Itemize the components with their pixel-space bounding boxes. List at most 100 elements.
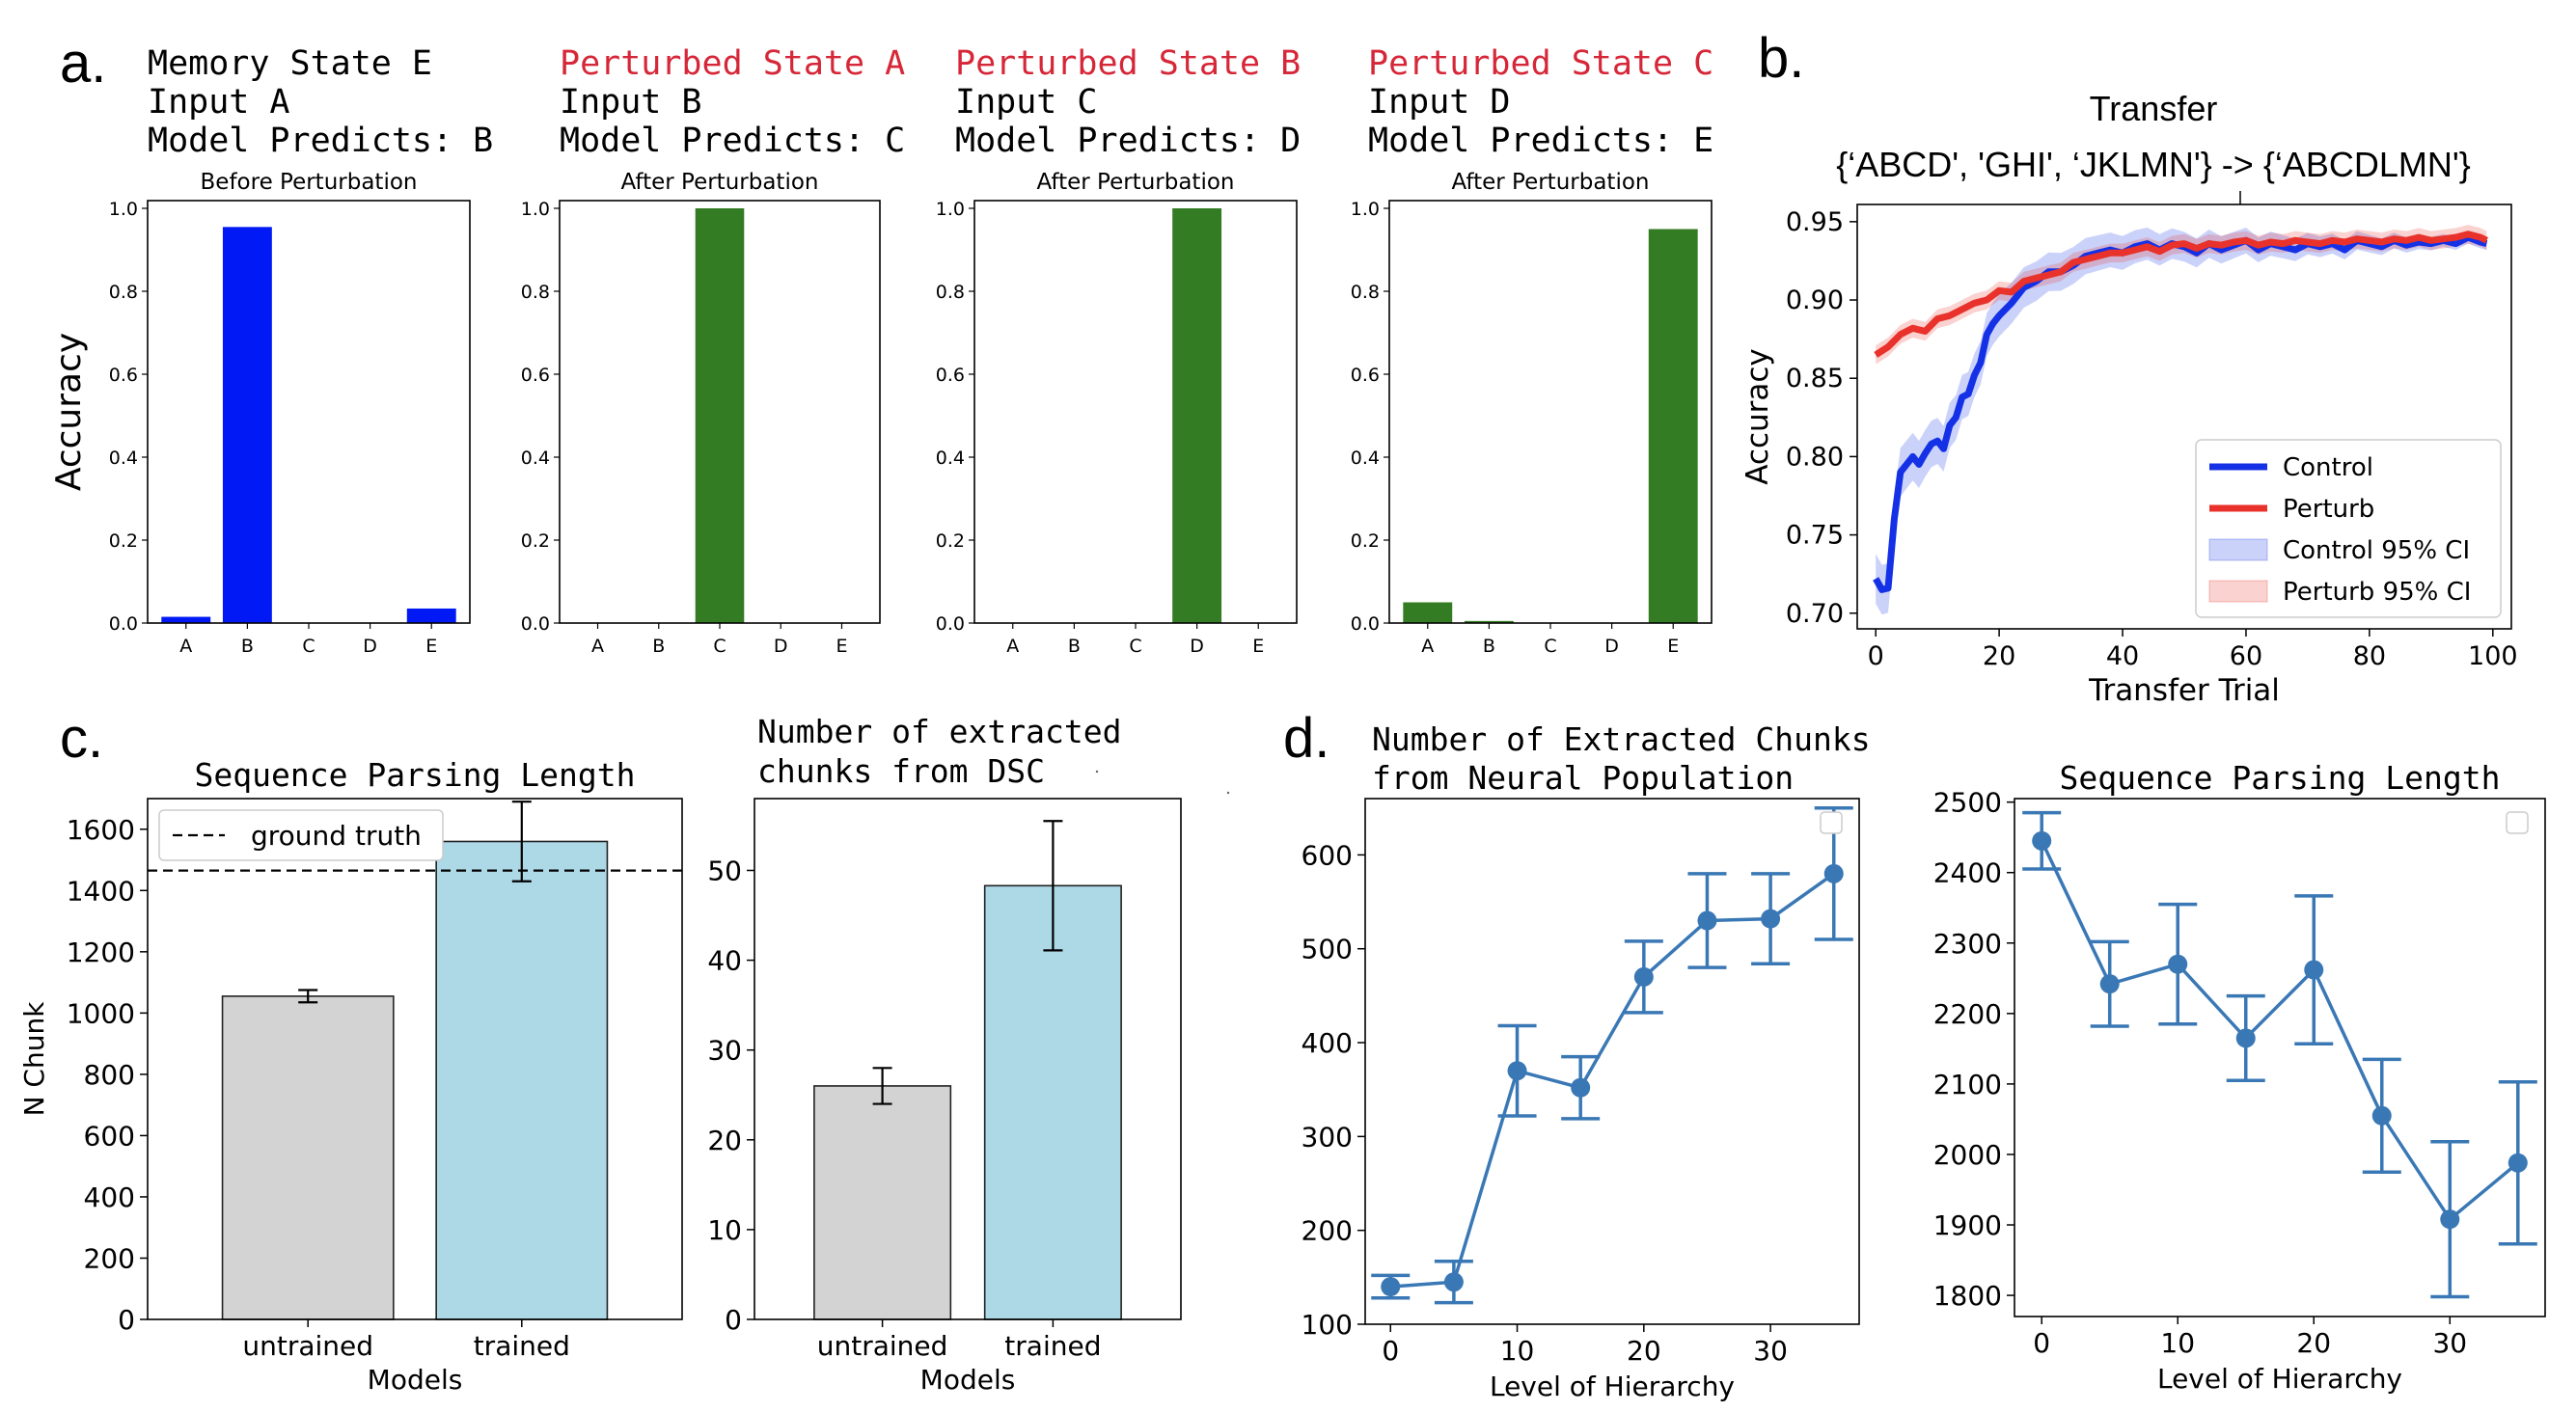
x-tick-label: D xyxy=(1190,636,1204,657)
header-line3: Model Predicts: C xyxy=(560,122,905,160)
y-tick-label: 800 xyxy=(84,1059,135,1091)
x-tick-label: E xyxy=(836,636,847,657)
y-tick-label: 1200 xyxy=(67,937,135,968)
header-line1: Perturbed State C xyxy=(1368,44,1713,83)
x-tick-label: 20 xyxy=(1983,641,2015,671)
axes-frame xyxy=(1856,204,2512,630)
y-tick-label: 1600 xyxy=(67,814,135,846)
bar-B xyxy=(222,227,272,623)
y-tick-label: 0.0 xyxy=(521,613,550,635)
x-tick-label: 20 xyxy=(1627,1335,1661,1367)
x-tick-label: B xyxy=(652,636,665,657)
y-tick-label: 0.2 xyxy=(936,530,965,552)
x-tick-label: D xyxy=(363,636,377,657)
data-point xyxy=(2371,1105,2392,1126)
x-tick-label: A xyxy=(1421,636,1434,657)
y-tick-label: 0.6 xyxy=(521,365,550,386)
y-tick-label: 2500 xyxy=(1933,787,2002,819)
y-tick-label: 0.6 xyxy=(936,365,965,386)
x-axis-label: Transfer Trial xyxy=(2088,673,2280,708)
data-point xyxy=(2099,974,2120,994)
data-point xyxy=(1443,1272,1464,1292)
bar-untrained xyxy=(813,1085,952,1320)
y-tick-label: 2200 xyxy=(1933,998,2002,1030)
header-line3: Model Predicts: B xyxy=(148,122,493,160)
y-tick-label: 0 xyxy=(725,1304,742,1336)
chart-a3: After Perturbation A B C D E 0.0 0.2 0.4 0.6 0.8 1.… xyxy=(936,170,1298,657)
legend-label: ground truth xyxy=(251,820,422,852)
y-tick-label: 100 xyxy=(1302,1309,1353,1341)
y-tick-label: 1.0 xyxy=(521,199,550,220)
chart-b-title: Transfer xyxy=(2090,89,2218,128)
y-tick-label: 0.0 xyxy=(109,613,138,635)
y-tick-label: 1800 xyxy=(1933,1280,2002,1312)
header-line2: Input C xyxy=(955,83,1098,122)
y-tick-label: 10 xyxy=(707,1214,742,1246)
data-point xyxy=(2235,1028,2256,1048)
series-line-perturb xyxy=(1874,231,2488,358)
y-tick-label: 400 xyxy=(84,1181,135,1213)
chart-a4: After Perturbation A B C D E 0.0 0.2 0.4 0.6 0.8 1.… xyxy=(1351,170,1713,657)
y-tick-label: 0.6 xyxy=(1351,365,1380,386)
y-tick-label: 2300 xyxy=(1933,928,2002,960)
y-tick-label: 200 xyxy=(1302,1215,1353,1247)
data-point xyxy=(2304,960,2324,980)
x-tick-label: E xyxy=(425,636,437,657)
y-tick-label: 0 xyxy=(118,1304,135,1336)
panel-a2-header: Perturbed State A Input B Model Predicts… xyxy=(560,44,905,160)
chart-title-line2: from Neural Population xyxy=(1372,759,1794,797)
y-tick-label: 2000 xyxy=(1933,1139,2002,1171)
data-point xyxy=(2507,1153,2528,1173)
axes-frame xyxy=(1388,200,1713,624)
x-axis-label: Level of Hierarchy xyxy=(1490,1371,1735,1402)
chart-b-subtitle: {‘ABCD', 'GHI', ‘JKLMN'} -> {‘ABCDLMN'} xyxy=(1836,145,2471,184)
panel-label-d: d. xyxy=(1283,707,1329,770)
y-axis-label: Accuracy xyxy=(1740,348,1775,485)
y-tick-label: 30 xyxy=(707,1035,742,1067)
header-line1: Perturbed State A xyxy=(560,44,905,83)
header-line1: Memory State E xyxy=(148,44,432,83)
panel-a4-header: Perturbed State C Input D Model Predicts… xyxy=(1368,44,1713,160)
axes-frame xyxy=(1364,798,1860,1325)
legend-marker xyxy=(2208,538,2268,561)
data-point xyxy=(2168,954,2188,974)
x-tick-label: 40 xyxy=(2106,641,2139,671)
x-tick-label: B xyxy=(241,636,254,657)
axes-frame xyxy=(2014,798,2546,1317)
y-axis-label: N Chunk xyxy=(18,1001,50,1117)
x-tick-label: A xyxy=(591,636,604,657)
x-tick-label: 0 xyxy=(1382,1335,1399,1367)
legend-box xyxy=(2195,439,2502,618)
data-point xyxy=(1633,966,1654,987)
data-point xyxy=(1571,1077,1591,1098)
x-tick-label: C xyxy=(713,636,726,657)
y-tick-label: 0.2 xyxy=(1351,530,1380,552)
y-tick-label: 0.6 xyxy=(109,365,138,386)
x-tick-label: 0 xyxy=(1868,641,1884,671)
y-tick-label: 1000 xyxy=(67,997,135,1029)
x-tick-label: 20 xyxy=(2296,1327,2331,1359)
y-tick-label: 0.2 xyxy=(521,530,550,552)
y-tick-label: 0.2 xyxy=(109,530,138,552)
chart-title: Sequence Parsing Length xyxy=(2060,759,2501,797)
y-tick-label: 50 xyxy=(707,855,742,886)
axes-frame xyxy=(147,200,471,624)
chart-title: After Perturbation xyxy=(1451,170,1649,195)
bar-E xyxy=(1648,229,1698,623)
y-tick-label: 200 xyxy=(84,1242,135,1274)
panel-label-b: b. xyxy=(1758,27,1804,90)
header-line2: Input A xyxy=(148,83,290,122)
x-axis-label: Models xyxy=(920,1364,1016,1396)
header-line1: Perturbed State B xyxy=(955,44,1301,83)
chart-title-line1: Number of extracted xyxy=(757,713,1122,750)
y-tick-label: 20 xyxy=(707,1125,742,1156)
y-tick-label: 0.0 xyxy=(1351,613,1380,635)
y-tick-label: 0.95 xyxy=(1786,207,1844,237)
bar-E xyxy=(406,608,456,623)
data-point xyxy=(2032,830,2052,851)
header-line2: Input B xyxy=(560,83,702,122)
y-tick-label: 600 xyxy=(84,1120,135,1152)
chart-title: After Perturbation xyxy=(1036,170,1234,195)
x-tick-label: C xyxy=(302,636,315,657)
